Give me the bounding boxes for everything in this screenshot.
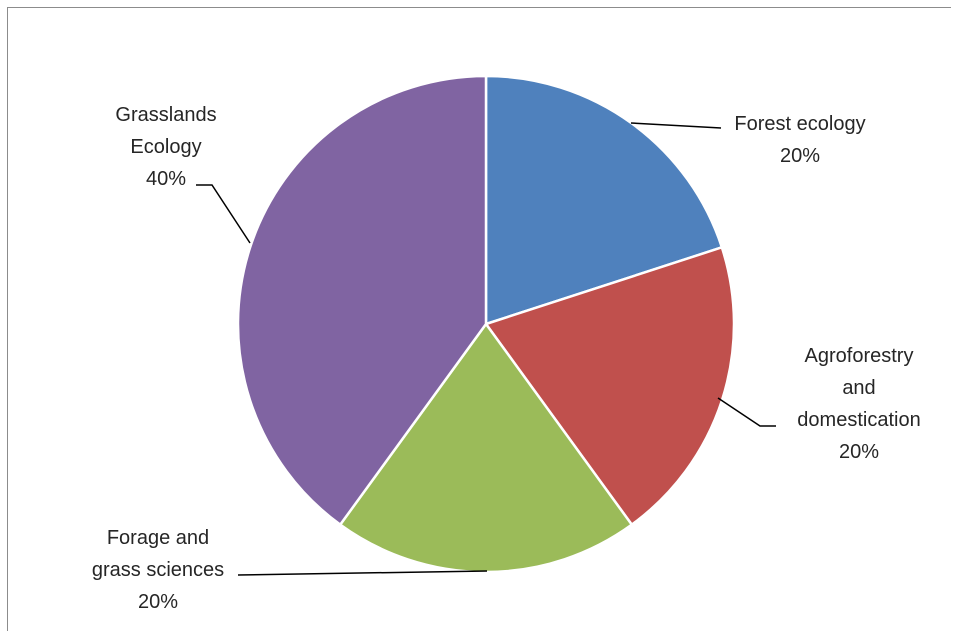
data-label-line: Agroforestry: [805, 345, 914, 367]
data-label-line: Forest ecology: [734, 113, 865, 135]
data-label-line: domestication: [797, 409, 920, 431]
data-label-line: 40%: [146, 168, 186, 190]
leader-line: [196, 184, 251, 244]
data-label-line: 20%: [839, 441, 879, 463]
data-label-line: Forage and: [107, 527, 209, 549]
data-label-line: Grasslands: [115, 104, 216, 126]
data-label-line: and: [842, 377, 875, 399]
data-label-line: Ecology: [130, 136, 201, 158]
data-labels: Forest ecology 20% Agroforestry and domestic…: [92, 104, 921, 613]
data-label-line: 20%: [138, 591, 178, 613]
leader-line: [237, 570, 488, 576]
pie-slice-forage-and-grass-sciences: [338, 321, 634, 574]
data-label: Agroforestry and domestication 20%: [797, 345, 920, 463]
pie-slices: [236, 74, 736, 574]
pie-slice-grasslands-ecology: [236, 74, 488, 527]
data-label-line: 20%: [780, 145, 820, 167]
data-label: Forage and grass sciences 20%: [92, 527, 224, 613]
data-label: Grasslands Ecology 40%: [115, 104, 216, 190]
data-label: Forest ecology 20%: [734, 113, 865, 167]
leader-line: [717, 397, 776, 427]
leader-line: [630, 122, 722, 129]
data-label-line: grass sciences: [92, 559, 224, 581]
leader-lines: [196, 122, 776, 576]
